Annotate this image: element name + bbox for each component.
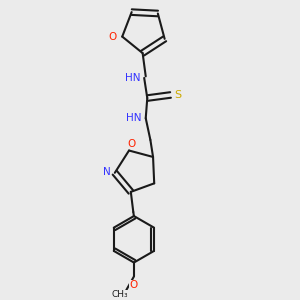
Text: HN: HN — [125, 73, 140, 83]
Text: HN: HN — [126, 113, 142, 123]
Text: S: S — [174, 90, 181, 100]
Text: O: O — [109, 32, 117, 42]
Text: O: O — [130, 280, 138, 290]
Text: CH₃: CH₃ — [111, 290, 128, 299]
Text: N: N — [103, 167, 111, 177]
Text: O: O — [128, 139, 136, 149]
